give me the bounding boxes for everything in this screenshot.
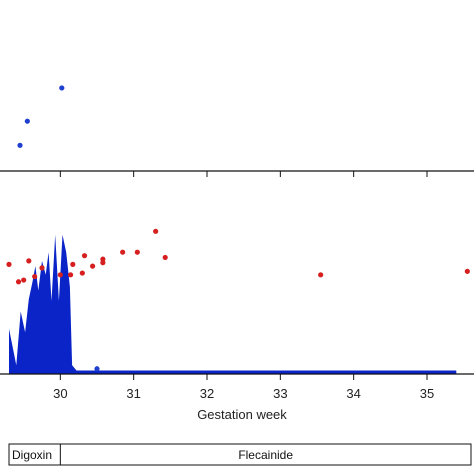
lower-data-point xyxy=(26,258,32,264)
lower-data-point xyxy=(57,272,63,278)
x-axis-label: Gestation week xyxy=(197,407,287,422)
upper-data-point xyxy=(24,118,30,124)
x-tick-label: 33 xyxy=(273,386,287,401)
x-tick-label: 34 xyxy=(346,386,360,401)
upper-data-point xyxy=(17,142,23,148)
lower-data-point xyxy=(100,256,106,262)
upper-x-ticks xyxy=(59,171,428,177)
lower-data-point xyxy=(6,261,12,267)
lower-data-point xyxy=(90,263,96,269)
lower-data-point xyxy=(39,265,45,271)
x-tick-label: 32 xyxy=(200,386,214,401)
lower-panel: 30 31 32 33 34 35 Gestation week xyxy=(0,228,474,422)
x-tick-label: 30 xyxy=(53,386,67,401)
x-tick-label: 35 xyxy=(420,386,434,401)
lower-data-point xyxy=(134,249,140,255)
lower-data-point xyxy=(120,249,126,255)
lower-data-point xyxy=(32,273,38,280)
lower-data-point xyxy=(318,272,324,278)
lower-x-ticks: 30 31 32 33 34 35 xyxy=(53,374,434,401)
treatment-segments: Digoxin Flecainide xyxy=(12,444,293,465)
lower-data-point xyxy=(464,268,470,274)
lower-data-point xyxy=(81,253,88,259)
lower-data-point xyxy=(70,261,76,267)
treatment-label: Flecainide xyxy=(238,448,293,462)
lower-data-point xyxy=(21,277,27,283)
treatment-label: Digoxin xyxy=(12,448,52,462)
upper-data-point xyxy=(59,85,65,91)
upper-panel xyxy=(0,85,474,177)
lower-points xyxy=(6,228,470,372)
treatment-bar: Digoxin Flecainide xyxy=(8,443,472,466)
concentration-area xyxy=(9,234,457,374)
lower-data-point xyxy=(15,279,22,285)
upper-points xyxy=(17,85,65,148)
lower-data-point xyxy=(94,366,100,372)
lower-data-point xyxy=(153,228,159,234)
lower-data-point xyxy=(68,272,74,278)
x-tick-label: 31 xyxy=(126,386,140,401)
treatment-bar-frame xyxy=(8,443,472,466)
lower-data-point xyxy=(162,254,168,261)
lower-data-point xyxy=(79,270,85,276)
